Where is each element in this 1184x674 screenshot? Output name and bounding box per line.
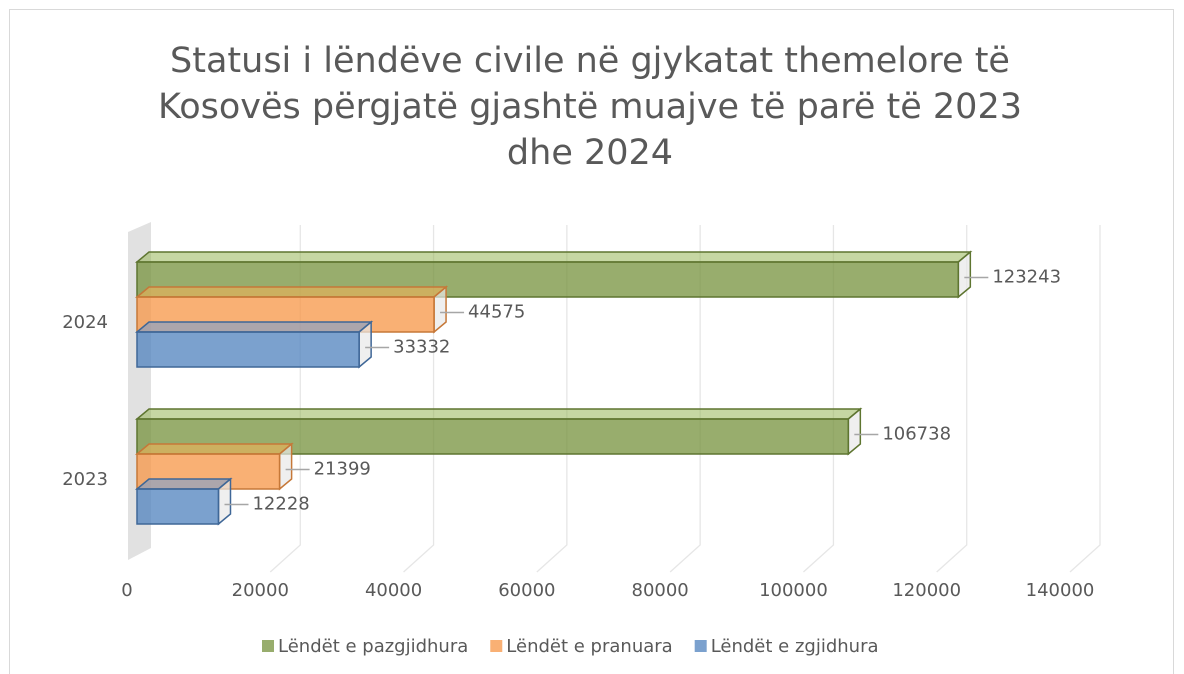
bar-front	[136, 488, 220, 525]
legend-label: Lëndët e pazgjidhura	[278, 636, 468, 657]
grid-line	[802, 225, 835, 573]
legend-swatch	[490, 640, 503, 652]
x-tick-label: 80000	[632, 580, 689, 601]
grid-line	[1069, 225, 1101, 573]
bar	[134, 320, 374, 369]
grid-line	[669, 225, 701, 573]
bar-top	[134, 408, 863, 420]
x-tick-label: 20000	[232, 580, 289, 601]
bar-top	[134, 286, 449, 298]
legend-label: Lëndët e zgjidhura	[711, 636, 879, 657]
bar-front	[136, 331, 360, 368]
x-tick-label: 100000	[759, 580, 828, 601]
bar	[134, 407, 863, 456]
x-tick-label: 140000	[1026, 580, 1095, 601]
x-tick-label: 60000	[498, 580, 555, 601]
data-label: 106738	[882, 424, 951, 445]
x-tick-label: 120000	[892, 580, 961, 601]
data-label: 21399	[314, 459, 371, 480]
grid-line	[536, 225, 568, 573]
x-tick-label: 0	[121, 580, 132, 601]
chart-title: Statusi i lëndëve civile në gjykatat the…	[158, 41, 1022, 173]
legend-swatch	[262, 640, 274, 652]
data-label: 44575	[468, 302, 525, 323]
bar	[134, 250, 973, 299]
x-tick-label: 40000	[365, 580, 422, 601]
y-tick-label: 2023	[62, 469, 108, 490]
bar-front	[136, 261, 960, 298]
data-label: 33332	[393, 337, 450, 358]
bar-top	[134, 443, 294, 455]
bar	[134, 477, 233, 526]
bar-top	[134, 251, 973, 263]
data-label: 12228	[252, 494, 309, 515]
data-label: 123243	[992, 267, 1061, 288]
y-tick-label: 2024	[62, 312, 108, 333]
legend-swatch	[694, 640, 707, 652]
frame-border	[9, 9, 1174, 674]
grid-line	[936, 225, 968, 573]
bar-top	[134, 478, 233, 490]
legend-label: Lëndët e pranuara	[506, 636, 672, 657]
bar-top	[134, 321, 374, 333]
